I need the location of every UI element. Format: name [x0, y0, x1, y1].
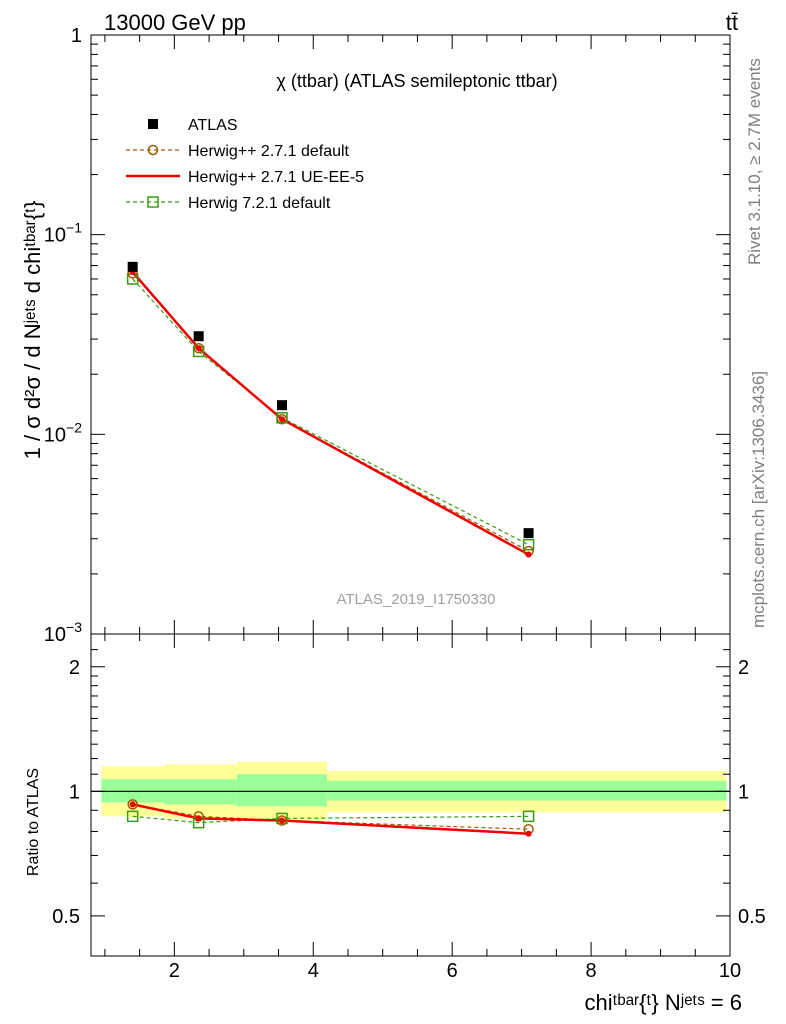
- legend-entry-0-marker: [148, 119, 158, 129]
- ratio-marker-herwig-2-7-1-ue-ee-5: [129, 801, 136, 808]
- main-marker-herwig-7-2-1-default: [522, 538, 535, 551]
- ratio-line-herwig-2-7-1-ue-ee-5: [132, 803, 529, 835]
- ratio-marker-herwig-2-7-1-ue-ee-5: [525, 830, 532, 837]
- x-axis-title: chiᵗᵇᵃʳ{ᵗ} Nʲᵉᵗˢ = 6: [584, 990, 742, 1015]
- main-y-tick-label: 1: [71, 25, 82, 47]
- ratio-marker-herwig-2-7-1-ue-ee-5: [279, 817, 286, 824]
- ratio-y-tick-label-right: 0.5: [738, 906, 766, 928]
- x-tick-label: 10: [719, 960, 741, 982]
- process-label: tt̄: [726, 10, 738, 35]
- ratio-band-inner: [327, 780, 727, 801]
- ratio-y-tick-label-left: 0.5: [52, 906, 80, 928]
- main-marker-atlas: [277, 400, 288, 411]
- rivet-version-label: Rivet 3.1.10, ≥ 2.7M events: [745, 58, 764, 265]
- legend-entry-1-marker: [147, 144, 159, 156]
- main-y-tick-label: 10−2: [44, 419, 82, 446]
- legend: ATLAS Herwig++ 2.7.1 default Herwig++ 2.7.…: [126, 117, 364, 212]
- ratio-band-inner: [236, 774, 328, 807]
- main-marker-atlas: [127, 261, 138, 272]
- legend-entry-1-label: Herwig++ 2.7.1 default: [188, 143, 350, 160]
- legend-entry-3-marker: [147, 196, 159, 208]
- series-markers: [126, 261, 535, 837]
- ratio-marker-herwig-2-7-1-default: [276, 815, 288, 826]
- x-tick-label: 8: [586, 960, 597, 982]
- ratio-y-tick-label-left: 2: [69, 657, 80, 679]
- main-marker-herwig-2-7-1-ue-ee-5: [195, 345, 202, 352]
- main-line-herwig-2-7-1-ue-ee-5: [131, 271, 530, 556]
- x-tick-label: 2: [169, 960, 180, 982]
- y-axis-title: 1 / σ d²σ / d Nʲᵉᵗˢ d chiᵗᵇᵃʳ{ᵗ}: [20, 201, 45, 460]
- main-marker-atlas: [523, 528, 534, 539]
- main-marker-herwig-2-7-1-ue-ee-5: [279, 416, 286, 423]
- ratio-y-tick-label-left: 1: [69, 781, 80, 803]
- energy-label: 13000 GeV pp: [104, 10, 246, 35]
- analysis-watermark: ATLAS_2019_I1750330: [336, 591, 495, 608]
- main-y-tick-label: 10−3: [44, 619, 82, 646]
- x-tick-label: 6: [447, 960, 458, 982]
- main-y-tick-label: 10−1: [44, 220, 82, 247]
- main-marker-herwig-2-7-1-default: [276, 413, 288, 425]
- ratio-y-tick-label-right: 1: [738, 781, 749, 803]
- mcplots-label: mcplots.cern.ch [arXiv:1306.3436]: [749, 371, 768, 628]
- plot-title: χ (ttbar) (ATLAS semileptonic ttbar): [276, 71, 557, 91]
- main-line-herwig-2-7-1-default: [132, 272, 529, 552]
- main-marker-atlas: [193, 331, 204, 342]
- ratio-marker-herwig-7-2-1-default: [126, 810, 139, 823]
- legend-entry-0-label: ATLAS: [188, 117, 238, 134]
- main-marker-herwig-2-7-1-default: [193, 342, 204, 354]
- series-lines: [131, 271, 530, 835]
- ratio-marker-herwig-2-7-1-default: [127, 799, 138, 810]
- ratio-plot-frame: [90, 633, 731, 957]
- ratio-y-tick-label-right: 2: [738, 657, 749, 679]
- ratio-axis-title: Ratio to ATLAS: [25, 768, 42, 876]
- axis-ticks: 2 4 6 8 10 1 10−1 10−2 10−3 0.5 0.5 1 1 2 2: [44, 25, 766, 982]
- ratio-marker-herwig-2-7-1-ue-ee-5: [195, 815, 202, 822]
- x-tick-label: 4: [308, 960, 319, 982]
- axes-frames: [90, 34, 731, 957]
- main-line-herwig-7-2-1-default: [132, 278, 529, 546]
- legend-entry-2-label: Herwig++ 2.7.1 UE-EE-5: [188, 169, 364, 186]
- legend-entry-3-label: Herwig 7.2.1 default: [188, 195, 331, 212]
- main-marker-herwig-2-7-1-ue-ee-5: [525, 551, 532, 558]
- ratio-uncertainty-bands: [91, 761, 730, 821]
- ratio-marker-herwig-7-2-1-default: [522, 810, 535, 823]
